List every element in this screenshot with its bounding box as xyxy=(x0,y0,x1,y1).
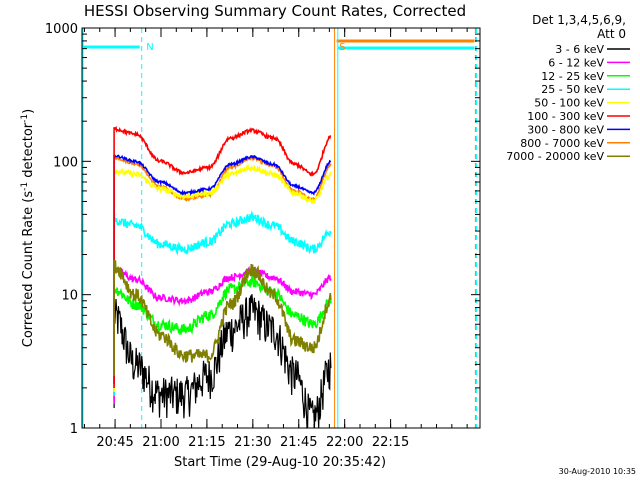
plot-frame xyxy=(81,27,481,429)
series-line-5 xyxy=(113,125,332,388)
chart-title: HESSI Observing Summary Count Rates, Cor… xyxy=(84,2,466,20)
legend-label-0: 3 - 6 keV xyxy=(555,43,604,56)
legend-label-5: 100 - 300 keV xyxy=(527,110,604,123)
series-line-1 xyxy=(113,265,332,404)
series-line-8 xyxy=(113,259,332,376)
series-line-3 xyxy=(113,210,332,396)
series-line-6 xyxy=(113,154,332,384)
legend-label-3: 25 - 50 keV xyxy=(541,83,604,96)
x-tick-label-6: 22:15 xyxy=(372,435,409,450)
legend-label-1: 6 - 12 keV xyxy=(548,56,604,69)
annotation-0: N xyxy=(146,42,153,53)
annotation-1: S xyxy=(339,42,345,53)
axis-ticks: 1 10 100 1000 20:45 21:00 21:15 21:30 21:45 22:00… xyxy=(45,22,480,450)
y-tick-label-0: 1 xyxy=(70,422,78,437)
x-axis-label: Start Time (29-Aug-10 20:35:42) xyxy=(174,455,386,470)
series-line-0 xyxy=(113,294,332,429)
x-tick-label-3: 21:30 xyxy=(234,435,271,450)
legend-label-7: 800 - 7000 keV xyxy=(520,137,604,150)
x-tick-label-2: 21:15 xyxy=(188,435,225,450)
legend-label-4: 50 - 100 keV xyxy=(534,97,604,110)
x-tick-label-4: 21:45 xyxy=(280,435,317,450)
x-tick-label-1: 21:00 xyxy=(142,435,179,450)
y-tick-label-2: 100 xyxy=(53,155,78,170)
y-tick-label-3: 1000 xyxy=(45,22,78,37)
series-line-7 xyxy=(113,155,332,380)
timestamp: 30-Aug-2010 10:35 xyxy=(559,467,636,476)
series-line-4 xyxy=(113,163,332,392)
legend-header-line2: Att 0 xyxy=(597,27,626,41)
legend-label-6: 300 - 800 keV xyxy=(527,123,604,136)
legend-header-line1: Det 1,3,4,5,6,9, xyxy=(532,13,626,27)
legend-label-8: 7000 - 20000 keV xyxy=(506,150,604,163)
x-tick-label-5: 22:00 xyxy=(326,435,363,450)
legend-label-2: 12 - 25 keV xyxy=(541,70,604,83)
y-axis-label: Corrected Count Rate (s-1 detector-1) xyxy=(20,109,36,347)
y-tick-label-1: 10 xyxy=(61,289,78,304)
x-tick-label-0: 20:45 xyxy=(96,435,133,450)
